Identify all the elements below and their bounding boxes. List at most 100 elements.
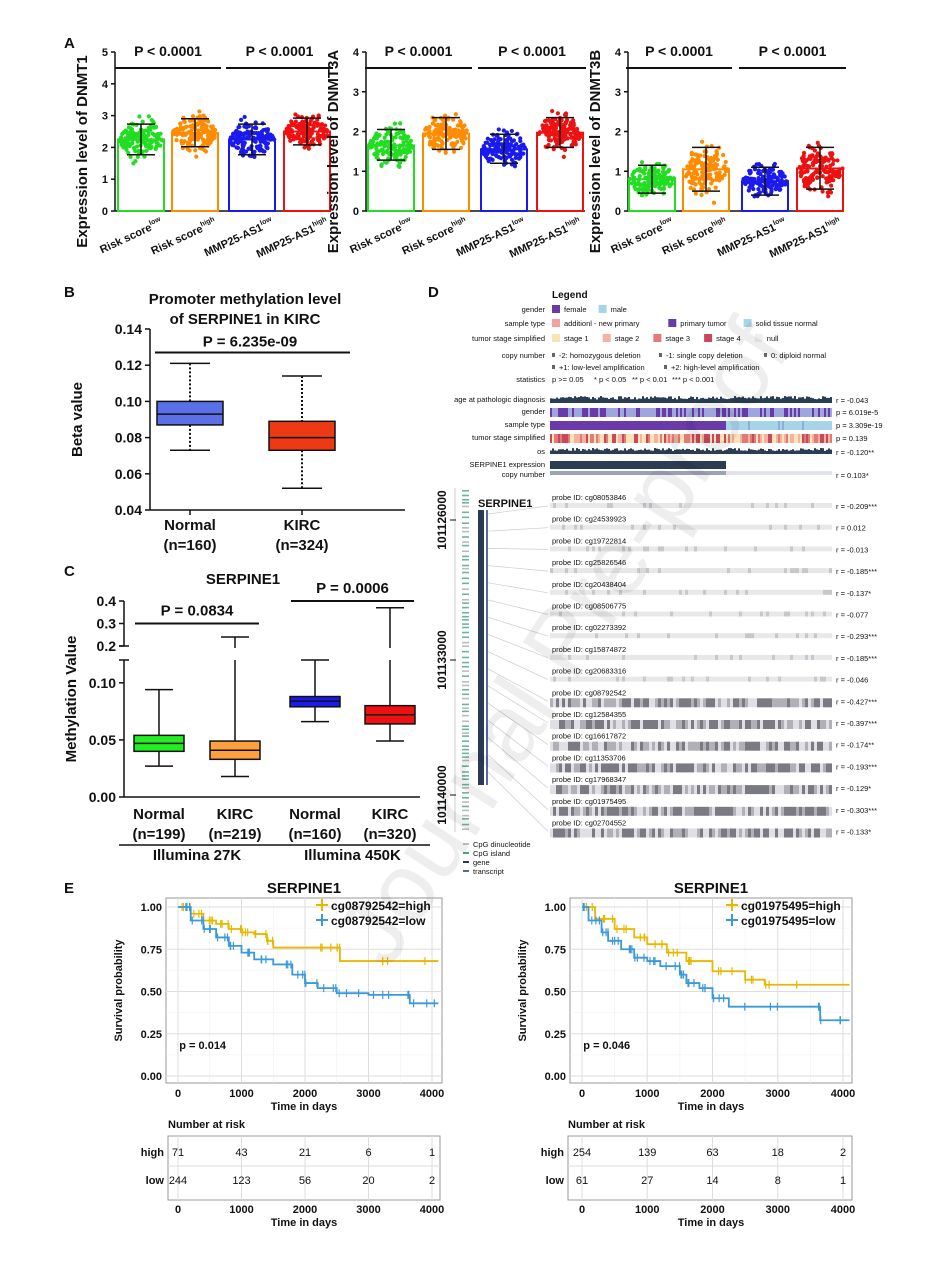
data-point — [831, 158, 836, 163]
track-cell — [600, 461, 602, 469]
track-cell — [712, 421, 714, 430]
data-point — [289, 119, 294, 124]
probe-cell — [583, 741, 586, 751]
probe-cell — [715, 568, 718, 574]
probe-cell — [619, 568, 622, 574]
data-point — [711, 167, 717, 172]
probe-cell — [586, 654, 589, 660]
probe-cell — [619, 763, 622, 773]
probe-cell — [622, 763, 625, 773]
track-cell — [658, 461, 660, 469]
probe-cell — [682, 785, 685, 795]
probe-cell — [592, 698, 595, 708]
probe-cell — [613, 633, 616, 639]
probe-cell — [781, 568, 784, 574]
track-cell — [824, 434, 826, 443]
risk-table-title: Number at risk — [568, 1119, 646, 1131]
track-cell — [712, 408, 714, 417]
risk-table — [167, 1135, 441, 1201]
probe-cell — [610, 720, 613, 729]
p-value-label: P < 0.0001 — [498, 43, 566, 59]
track-cell — [698, 421, 700, 430]
track-cell — [552, 408, 554, 417]
probe-cell — [706, 741, 709, 751]
track-cell — [716, 408, 718, 417]
probe-cell — [640, 503, 643, 508]
probe-cell — [760, 698, 763, 708]
data-point — [374, 131, 379, 136]
track-cell — [660, 450, 662, 454]
data-point — [174, 138, 179, 143]
probe-cell — [706, 785, 709, 795]
probe-cell — [571, 611, 574, 617]
probe-cell — [715, 763, 718, 773]
track-cell — [582, 396, 584, 403]
track-cell — [794, 471, 796, 475]
data-point — [482, 149, 487, 154]
probe-cell — [805, 785, 808, 795]
probe-cell — [805, 698, 808, 708]
data-point — [490, 151, 495, 157]
track-cell — [614, 421, 616, 430]
probe-cell — [562, 503, 565, 508]
data-point — [546, 125, 551, 131]
data-point — [553, 125, 558, 131]
track-cell — [710, 471, 712, 475]
probe-cell — [556, 654, 559, 660]
data-point — [436, 132, 441, 137]
probe-cell — [577, 633, 580, 639]
track-cell — [608, 448, 610, 454]
p-value-label: P < 0.0001 — [645, 43, 713, 59]
track-cell — [600, 471, 602, 475]
probe-cell — [628, 763, 631, 773]
probe-cell — [703, 611, 706, 617]
probe-cell — [808, 503, 811, 508]
probe-cell — [784, 524, 787, 530]
probe-cell — [694, 828, 697, 838]
track-cell — [670, 396, 672, 403]
probe-cell — [661, 524, 664, 530]
track-cell — [800, 421, 802, 430]
track-cell — [822, 434, 824, 443]
probe-cell — [679, 589, 682, 595]
probe-cell — [763, 828, 766, 838]
probe-cell — [763, 763, 766, 773]
probe-cell — [631, 785, 634, 795]
track-cell — [568, 450, 570, 454]
probe-cell — [562, 828, 565, 838]
probe-cell — [589, 741, 592, 751]
track-cell — [708, 434, 710, 443]
probe-cell — [736, 503, 739, 508]
probe-cell — [628, 806, 631, 816]
probe-cell — [820, 720, 823, 729]
probe-cell — [706, 611, 709, 617]
probe-cell — [823, 611, 826, 617]
y-tick-label: 5 — [102, 47, 108, 59]
probe-cell — [598, 568, 601, 574]
transcript-bar — [486, 510, 488, 785]
data-point — [195, 137, 201, 142]
data-point — [131, 146, 137, 151]
y-axis-label: Expression level of DNMT3B — [587, 50, 604, 254]
probe-cell — [736, 763, 739, 773]
probe-cell — [805, 503, 808, 508]
x-tick-label: 1000 — [635, 1088, 659, 1100]
probe-cell — [697, 806, 700, 816]
data-point — [286, 130, 292, 136]
probe-cell — [703, 546, 706, 552]
track-cell — [750, 421, 752, 430]
track-cell — [708, 421, 710, 430]
track-cell — [724, 450, 726, 454]
probe-cell — [661, 633, 664, 639]
data-point — [565, 136, 570, 141]
y-tick-label: 1 — [615, 166, 621, 178]
p-value-label: P = 6.235e-09 — [203, 334, 297, 351]
cpg-mark — [462, 606, 469, 609]
track-cell — [764, 408, 766, 417]
probe-cell — [712, 785, 715, 795]
probe-cell — [595, 806, 598, 816]
track-cell — [738, 434, 740, 443]
probe-cell — [634, 720, 637, 729]
data-point — [293, 112, 298, 117]
data-point — [463, 130, 468, 135]
